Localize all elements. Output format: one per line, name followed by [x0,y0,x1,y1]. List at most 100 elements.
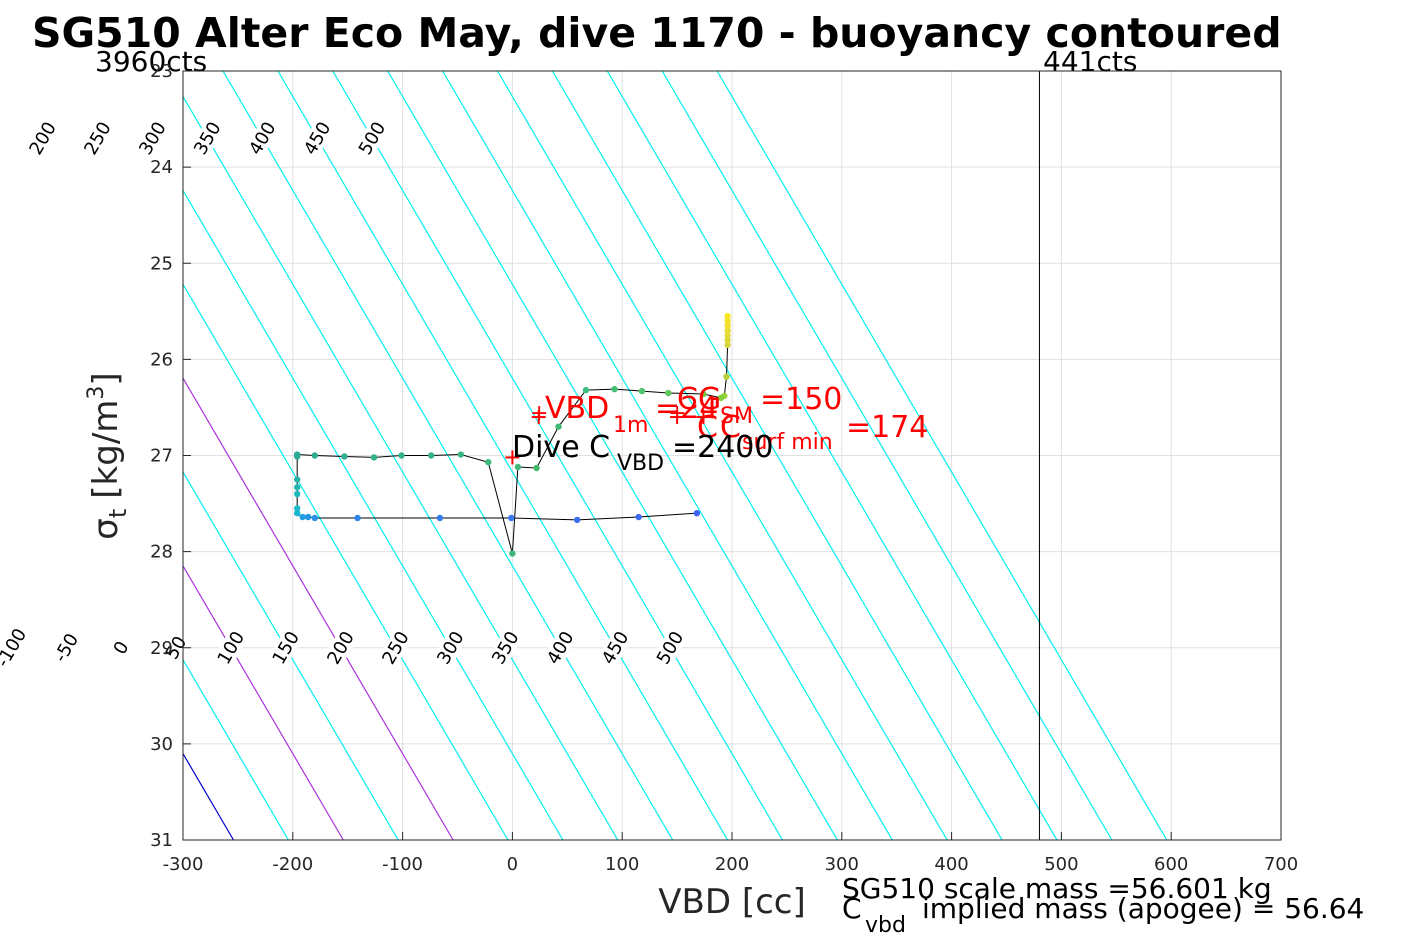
contour-line [442,71,893,840]
dive-point [293,509,301,517]
contour-label-bg [0,119,5,158]
contour-label: 450 [300,118,335,158]
implied-mass-c: C [842,892,862,925]
contour-label-bg [26,119,60,158]
dive-point [293,484,301,491]
dive-point [311,452,318,459]
dive-point [724,332,731,339]
contour-line [0,71,14,840]
dive-point [514,463,522,471]
dive-point [533,464,540,472]
annotation-markers [505,410,711,465]
dive-point [724,317,731,325]
y-label-sub: t [104,509,132,518]
contour-label-bg [433,628,468,667]
dive-point [341,453,348,460]
dive-point [354,514,361,522]
y-axis-ticks: 23 24 25 26 27 28 29 30 31 [150,61,191,851]
x-tick-label: -100 [382,854,423,875]
x-tick-label: 400 [934,854,968,875]
x-tick-label: 500 [1044,854,1078,875]
dive-point [724,336,731,344]
csm-label: + C SM [668,401,753,445]
cg-value: =150 [760,382,842,417]
dive-point [555,423,562,430]
contour-label-bg [0,628,28,667]
dive-point [508,514,515,522]
contour-label: 250 [80,118,115,158]
dive-point [717,394,725,402]
contour-label-bg [104,628,138,667]
dive-point [635,513,642,521]
chart-title: SG510 Alter Eco May, dive 1170 - buoyanc… [32,9,1282,57]
dive-point [700,390,707,398]
contour-label-bg [323,628,358,667]
left-counts-label: 3960cts [95,45,207,78]
implied-mass-text: C vbd implied mass (apogee) = 56.64 [842,892,1364,938]
contour-line [496,71,948,840]
dive-point [293,505,301,512]
y-tick-label: 24 [150,157,173,178]
implied-mass-rest: implied mass (apogee) = 56.64 [922,892,1364,925]
contour-label: 500 [355,118,390,158]
implied-mass-sub: vbd [865,913,906,938]
cg-main: CG [677,382,721,417]
dive-point [582,386,590,394]
contour-line [387,71,838,840]
contour-label-bg [190,119,225,158]
vbd-1m-label: + VBD 1m =24 [530,391,718,438]
contour-line [183,470,399,840]
dive-point [693,509,701,517]
x-tick-label: 0 [507,854,518,875]
csurf-label: C surf min =174 [720,410,928,455]
y-tick-label: 31 [150,830,173,851]
y-tick-label: 26 [150,349,173,370]
contour-label-bg [300,119,334,158]
contour-label-bg [214,628,248,667]
x-axis-ticks: -300 -200 -100 0 100 200 300 400 500 600 700 [163,832,1298,875]
dive-point [457,451,464,458]
contour-label-bg [135,119,170,158]
grid-lines [183,71,1281,840]
dive-point [665,389,672,397]
csurf-main: C [720,410,741,445]
contour-label-bg [543,628,577,667]
contour-line [183,376,454,840]
contour-line [183,283,509,840]
dive-point [293,476,301,483]
dive-cvbd-label: Dive C VBD =2400 [512,430,773,476]
y-label-sup: 3 [84,386,109,400]
contour-line [332,71,784,840]
x-tick-label: -200 [272,854,313,875]
cg-label: CG =150 [677,382,842,417]
contour-line [551,71,1003,840]
contour-label-bg [159,628,193,667]
contour-label: 150 [0,118,6,158]
dive-point [724,312,731,320]
contour-line [661,71,1113,840]
dive-point [398,452,405,459]
cvbd-value: =2400 [672,430,773,465]
contour-label: -50 [50,630,83,666]
contour-label: -100 [0,625,31,671]
dive-point [293,490,301,498]
dive-point [370,454,378,461]
y-label-unit: [kg/m [86,400,126,499]
contour-line [606,71,1058,840]
dive-point [724,327,731,334]
dive-point [311,514,318,522]
contour-label-bg [598,628,632,667]
dive-point [611,385,618,393]
contour-label-bg [245,119,280,158]
dive-point [724,341,731,349]
dive-points [293,312,731,557]
contour-label: 350 [190,118,225,158]
y-axis-label: σt [kg/m3] [84,372,132,539]
dive-point [509,550,516,557]
csm-main: C [697,410,718,445]
vbd-1m-plus: + [530,401,548,426]
contour-label: 300 [135,118,170,158]
y-label-close: ] [86,372,126,385]
dive-point [485,459,492,466]
cvbd-sub: VBD [617,451,664,476]
